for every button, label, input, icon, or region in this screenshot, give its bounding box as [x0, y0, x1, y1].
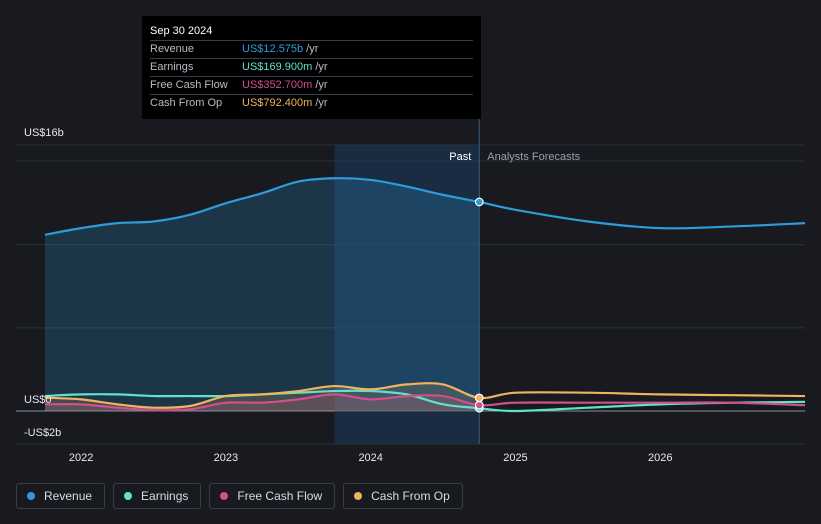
tooltip-label: Earnings: [150, 61, 194, 73]
legend-label: Revenue: [44, 489, 93, 503]
legend-label: Earnings: [141, 489, 189, 503]
data-tooltip: Sep 30 2024 Revenue US$12.575b /yr Earni…: [142, 16, 481, 119]
legend-item-earnings[interactable]: Earnings: [113, 483, 202, 509]
series-lines: [44, 177, 806, 413]
line-cash-from-op: [44, 382, 806, 409]
legend-dot-icon: [354, 492, 363, 500]
tooltip-unit: /yr: [315, 79, 328, 91]
marker-revenue: [474, 197, 484, 207]
y-tick-label: US$16b: [24, 127, 64, 139]
x-axis-ticks: 2022 2023 2024 2025 2026: [69, 452, 673, 464]
legend-dot-icon: [27, 492, 35, 500]
tooltip-label: Cash From Op: [150, 97, 223, 109]
x-tick-label: 2025: [503, 452, 527, 464]
tooltip-label: Free Cash Flow: [150, 79, 228, 91]
chart-canvas: US$16b US$0 -US$2b 2022 2023 2024 2025 2026 Pa…: [16, 119, 806, 464]
area-revenue: [44, 178, 480, 411]
tooltip-unit: /yr: [315, 61, 328, 73]
marker-cash-from-op: [474, 393, 484, 403]
line-earnings: [44, 389, 806, 413]
tooltip-row-earnings: Earnings US$169.900m /yr: [150, 59, 473, 77]
x-tick-label: 2022: [69, 452, 93, 464]
line-revenue: [44, 177, 806, 236]
tooltip-date: Sep 30 2024: [150, 22, 473, 41]
series-areas: [44, 178, 480, 411]
tooltip-value: US$792.400m: [242, 97, 313, 109]
x-tick-label: 2024: [358, 452, 382, 464]
legend-label: Free Cash Flow: [237, 489, 323, 503]
tooltip-markers: [474, 197, 484, 413]
y-tick-label: US$0: [24, 394, 52, 406]
tooltip-value: US$169.900m: [242, 61, 313, 73]
line-free-cash-flow: [44, 393, 806, 412]
legend-item-revenue[interactable]: Revenue: [16, 483, 106, 509]
legend-item-free-cash-flow[interactable]: Free Cash Flow: [209, 483, 336, 509]
legend-dot-icon: [124, 492, 133, 500]
tooltip-label: Revenue: [150, 43, 195, 55]
y-axis-ticks: US$16b US$0 -US$2b: [24, 127, 64, 439]
x-tick-label: 2026: [648, 452, 672, 464]
tooltip-value: US$352.700m: [242, 79, 313, 91]
tooltip-unit: /yr: [306, 43, 319, 55]
past-label: Past: [449, 151, 471, 163]
chart-legend: Revenue Earnings Free Cash Flow Cash Fro…: [16, 483, 463, 509]
tooltip-row-revenue: Revenue US$12.575b /yr: [150, 41, 473, 59]
legend-label: Cash From Op: [371, 489, 450, 503]
legend-item-cash-from-op[interactable]: Cash From Op: [343, 483, 463, 509]
tooltip-value: US$12.575b: [242, 43, 304, 55]
marker-free-cash-flow: [474, 400, 484, 410]
tooltip-unit: /yr: [315, 97, 328, 109]
legend-dot-icon: [220, 492, 229, 500]
y-tick-label: -US$2b: [24, 427, 61, 439]
x-tick-label: 2023: [214, 452, 238, 464]
tooltip-row-cash-from-op: Cash From Op US$792.400m /yr: [150, 95, 473, 112]
forecast-label: Analysts Forecasts: [487, 151, 580, 163]
tooltip-row-free-cash-flow: Free Cash Flow US$352.700m /yr: [150, 77, 473, 95]
